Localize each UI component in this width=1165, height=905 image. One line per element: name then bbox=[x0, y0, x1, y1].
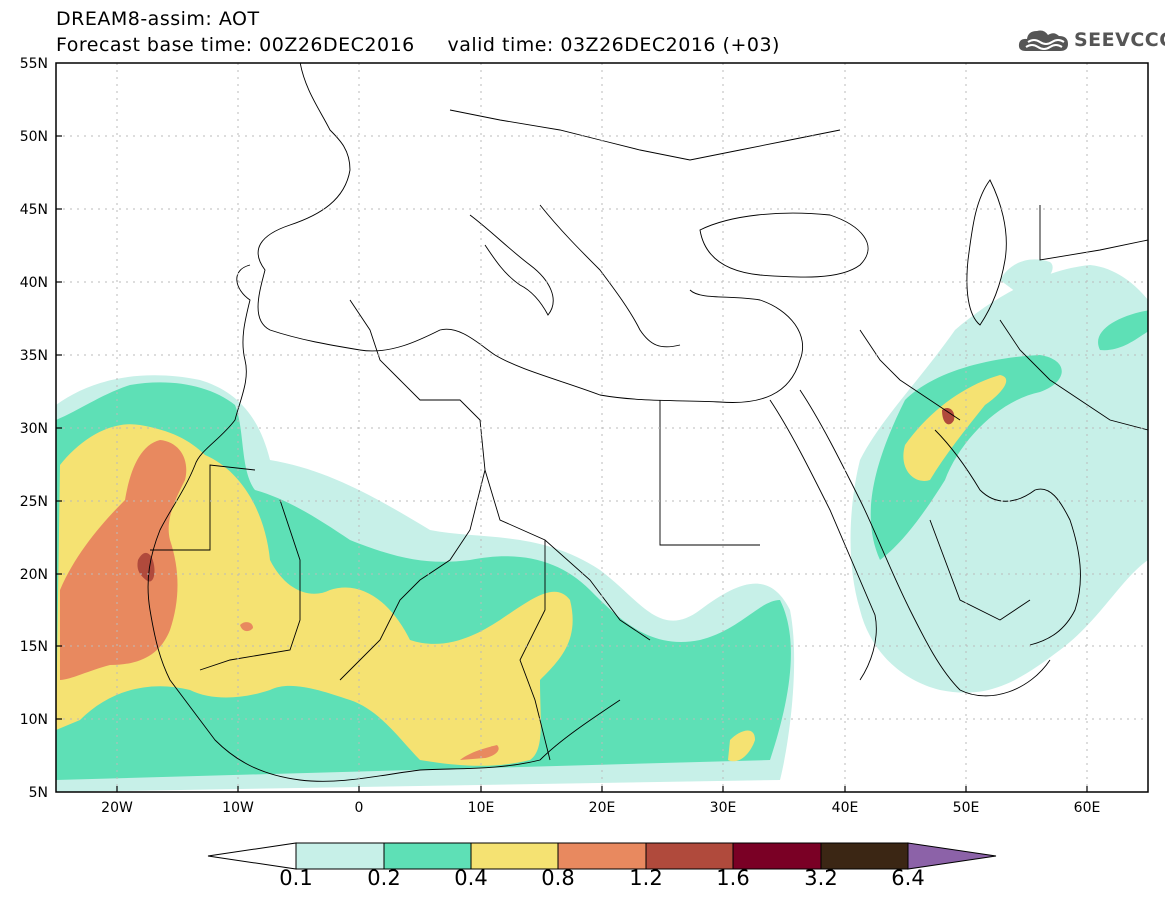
lat-label-20n: 20N bbox=[20, 567, 48, 583]
lon-label-40e: 40E bbox=[832, 800, 859, 816]
colorbar-label-1-2: 1.2 bbox=[629, 866, 663, 890]
aot-fields bbox=[56, 259, 1148, 792]
lon-tick-labels: 20W 10W 0 10E 20E 30E 40E 50E 60E bbox=[101, 800, 1100, 816]
aot-band-0-4 bbox=[56, 375, 1007, 766]
lon-label-10e: 10E bbox=[468, 800, 495, 816]
lat-label-50n: 50N bbox=[20, 129, 48, 145]
lat-label-25n: 25N bbox=[20, 494, 48, 510]
lon-label-10w: 10W bbox=[222, 800, 254, 816]
lon-label-60e: 60E bbox=[1074, 800, 1101, 816]
lat-label-30n: 30N bbox=[20, 421, 48, 437]
colorbar-swatch-3-2 bbox=[820, 842, 909, 870]
map-title: DREAM8-assim: AOT bbox=[56, 8, 260, 30]
tick-marks bbox=[56, 135, 1088, 792]
lon-label-0: 0 bbox=[355, 800, 364, 816]
cloud-icon bbox=[1018, 30, 1068, 51]
colorbar-swatch-0-1 bbox=[295, 842, 385, 870]
colorbar-swatch-1-6 bbox=[732, 842, 822, 870]
colorbar-label-0-2: 0.2 bbox=[367, 866, 401, 890]
colorbar-label-1-6: 1.6 bbox=[716, 866, 750, 890]
colorbar-label-0-8: 0.8 bbox=[541, 866, 575, 890]
lon-label-20w: 20W bbox=[101, 800, 133, 816]
lat-label-10n: 10N bbox=[20, 712, 48, 728]
lon-label-50e: 50E bbox=[953, 800, 980, 816]
forecast-time-subtitle: Forecast base time: 00Z26DEC2016 valid t… bbox=[56, 34, 780, 56]
colorbar-label-0-4: 0.4 bbox=[454, 866, 488, 890]
lat-label-35n: 35N bbox=[20, 348, 48, 364]
lat-tick-labels: 55N 50N 45N 40N 35N 30N 25N 20N 15N 10N … bbox=[20, 56, 48, 801]
lat-label-15n: 15N bbox=[20, 639, 48, 655]
colorbar-label-0-1: 0.1 bbox=[279, 866, 313, 890]
logo-text: SEEVCCC bbox=[1074, 29, 1165, 51]
colorbar-swatch-above-6-4 bbox=[907, 842, 997, 870]
seevccc-logo: SEEVCCC bbox=[1018, 24, 1165, 56]
colorbar-swatch-1-2 bbox=[645, 842, 734, 870]
lon-label-30e: 30E bbox=[710, 800, 737, 816]
lat-label-55n: 55N bbox=[20, 56, 48, 72]
lat-label-5n: 5N bbox=[29, 785, 48, 801]
lat-label-45n: 45N bbox=[20, 202, 48, 218]
coastlines-borders bbox=[147, 63, 1148, 782]
colorbar-label-3-2: 3.2 bbox=[804, 866, 838, 890]
colorbar bbox=[207, 842, 997, 870]
graticule bbox=[56, 63, 1148, 792]
lon-label-20e: 20E bbox=[589, 800, 616, 816]
colorbar-swatch-0-4 bbox=[470, 842, 559, 870]
colorbar-swatch-0-8 bbox=[557, 842, 647, 870]
colorbar-label-6-4: 6.4 bbox=[891, 866, 925, 890]
aot-band-0-8 bbox=[60, 440, 499, 760]
lat-label-40n: 40N bbox=[20, 275, 48, 291]
